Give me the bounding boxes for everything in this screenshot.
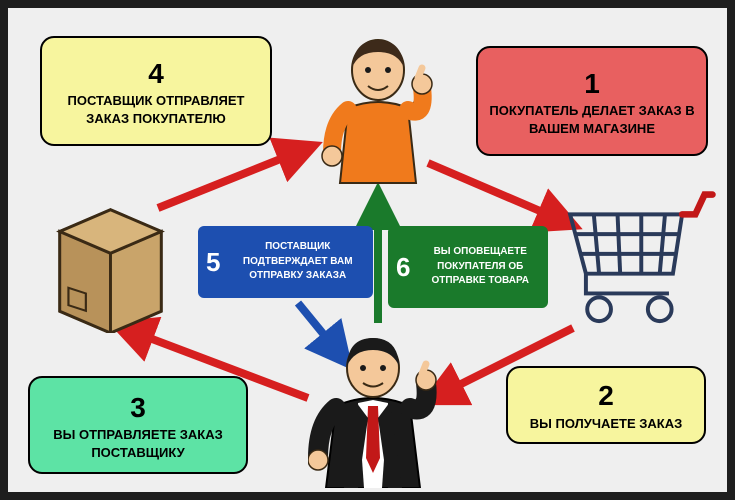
step-3-text: ВЫ ОТПРАВЛЯЕТЕ ЗАКАЗ ПОСТАВЩИКУ xyxy=(34,426,242,461)
customer-person-icon xyxy=(318,28,438,198)
step-4-text: ПОСТАВЩИК ОТПРАВЛЯЕТ ЗАКАЗ ПОКУПАТЕЛЮ xyxy=(46,92,266,127)
package-box-icon xyxy=(38,188,183,333)
step-6-number: 6 xyxy=(396,252,410,283)
shopping-cart-icon xyxy=(556,188,716,333)
arrow-a1 xyxy=(428,163,568,223)
step-2-text: ВЫ ПОЛУЧАЕТЕ ЗАКАЗ xyxy=(530,415,682,433)
step-3-box: 3 ВЫ ОТПРАВЛЯЕТЕ ЗАКАЗ ПОСТАВЩИКУ xyxy=(28,376,248,474)
step-6-text: ВЫ ОПОВЕЩАЕТЕ ПОКУПАТЕЛЯ ОБ ОТПРАВКЕ ТОВ… xyxy=(420,245,540,289)
step-4-box: 4 ПОСТАВЩИК ОТПРАВЛЯЕТ ЗАКАЗ ПОКУПАТЕЛЮ xyxy=(40,36,272,146)
step-1-text: ПОКУПАТЕЛЬ ДЕЛАЕТ ЗАКАЗ В ВАШЕМ МАГАЗИНЕ xyxy=(482,102,702,137)
step-2-box: 2 ВЫ ПОЛУЧАЕТЕ ЗАКАЗ xyxy=(506,366,706,444)
you-person-icon xyxy=(308,328,438,488)
step-6-box: 6 ВЫ ОПОВЕЩАЕТЕ ПОКУПАТЕЛЯ ОБ ОТПРАВКЕ Т… xyxy=(388,226,548,308)
step-5-text: ПОСТАВЩИК ПОДТВЕРЖДАЕТ ВАМ ОТПРАВКУ ЗАКА… xyxy=(230,240,365,284)
step-5-number: 5 xyxy=(206,247,220,278)
step-5-box: 5 ПОСТАВЩИК ПОДТВЕРЖДАЕТ ВАМ ОТПРАВКУ ЗА… xyxy=(198,226,373,298)
step-1-number: 1 xyxy=(584,65,600,103)
diagram-canvas: 1 ПОКУПАТЕЛЬ ДЕЛАЕТ ЗАКАЗ В ВАШЕМ МАГАЗИ… xyxy=(8,8,727,492)
step-2-number: 2 xyxy=(598,377,614,415)
step-4-number: 4 xyxy=(148,55,164,93)
step-3-number: 3 xyxy=(130,389,146,427)
step-1-box: 1 ПОКУПАТЕЛЬ ДЕЛАЕТ ЗАКАЗ В ВАШЕМ МАГАЗИ… xyxy=(476,46,708,156)
